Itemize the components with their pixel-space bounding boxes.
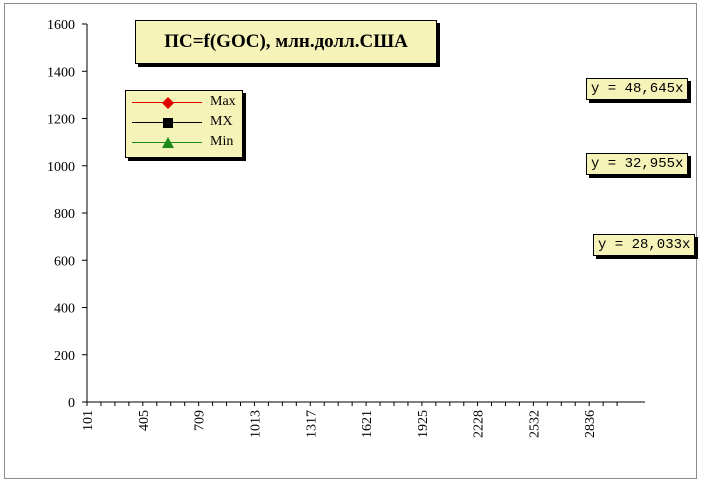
x-tick-label: 1013 [248,410,263,438]
x-tick-label: 405 [137,410,152,431]
y-tick-label: 400 [54,302,75,317]
legend-label-max: Max [210,94,236,109]
chart-title-box: ПС=f(GOC), млн.долл.США [135,20,437,64]
trendline-label-max: y = 28,033x [593,234,696,256]
chart-svg: 0 200 400 600 800 1000 1200 1400 1600 101 405 709 10… [47,18,645,438]
y-tick-label: 1600 [47,18,75,33]
triangle-marker-icon [162,137,174,148]
x-tick-label: 101 [81,410,96,431]
y-tick-label: 1200 [47,113,75,128]
chart-frame: 0 200 400 600 800 1000 1200 1400 1600 101 405 709 10… [4,3,697,479]
x-tick-label: 2532 [527,410,542,438]
legend-item-min: Min [126,133,242,153]
x-tick-label: 1925 [416,410,431,438]
chart-title: ПС=f(GOC), млн.долл.США [164,31,408,52]
legend-item-max: Max [126,93,242,113]
diamond-marker-icon [162,97,174,109]
y-tick-label: 1000 [47,160,75,175]
legend-label-min: Min [210,134,234,149]
y-tick-label: 200 [54,349,75,364]
legend-item-mx: MX [126,113,242,133]
y-tick-label: 0 [68,396,75,411]
trendline-label-min: y = 48,645x [586,78,689,100]
x-tick-label: 1621 [360,410,375,438]
y-tick-label: 1400 [47,65,75,80]
trendline-label-mx: y = 32,955x [586,153,689,175]
x-tick-label: 2836 [583,410,598,438]
square-marker-icon [163,118,173,128]
y-tick-label: 800 [54,207,75,222]
legend: Max MX Min [125,90,243,158]
x-tick-label: 709 [193,410,208,431]
x-tick-label: 1317 [304,410,319,438]
x-tick-label: 2228 [472,410,487,438]
y-tick-label: 600 [54,254,75,269]
legend-label-mx: MX [210,114,233,129]
